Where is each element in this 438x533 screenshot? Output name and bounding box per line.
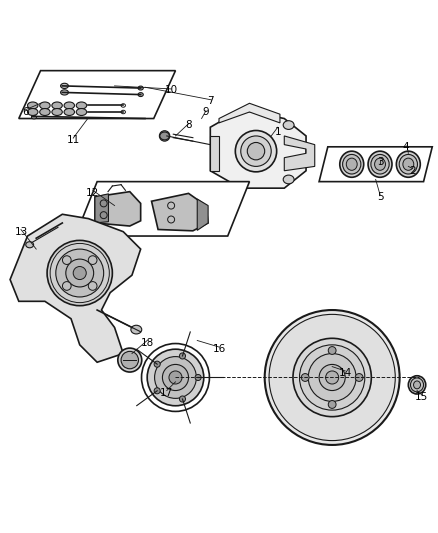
Circle shape bbox=[147, 349, 204, 406]
Ellipse shape bbox=[368, 151, 392, 177]
Circle shape bbox=[154, 361, 160, 367]
Ellipse shape bbox=[403, 158, 414, 171]
Circle shape bbox=[159, 131, 170, 141]
Text: 7: 7 bbox=[207, 96, 214, 106]
Circle shape bbox=[63, 281, 71, 290]
Circle shape bbox=[88, 256, 97, 264]
Ellipse shape bbox=[235, 131, 277, 172]
Text: 9: 9 bbox=[203, 107, 209, 117]
Ellipse shape bbox=[121, 351, 138, 369]
Circle shape bbox=[300, 345, 365, 410]
Circle shape bbox=[63, 256, 71, 264]
Circle shape bbox=[319, 365, 345, 391]
Text: 12: 12 bbox=[86, 188, 99, 198]
Text: 15: 15 bbox=[415, 392, 428, 402]
Text: 11: 11 bbox=[67, 135, 80, 146]
Circle shape bbox=[328, 400, 336, 408]
Ellipse shape bbox=[28, 109, 38, 116]
Ellipse shape bbox=[408, 376, 426, 394]
Ellipse shape bbox=[371, 155, 389, 174]
Text: 17: 17 bbox=[160, 387, 173, 398]
Circle shape bbox=[88, 281, 97, 290]
Ellipse shape bbox=[52, 109, 62, 116]
Circle shape bbox=[73, 266, 86, 279]
Circle shape bbox=[328, 346, 336, 354]
Circle shape bbox=[269, 314, 395, 441]
Ellipse shape bbox=[32, 116, 37, 119]
Ellipse shape bbox=[118, 348, 142, 372]
Text: 14: 14 bbox=[339, 368, 352, 378]
Text: 2: 2 bbox=[410, 166, 416, 176]
Ellipse shape bbox=[399, 155, 417, 174]
Ellipse shape bbox=[346, 158, 357, 171]
Polygon shape bbox=[219, 103, 280, 123]
Polygon shape bbox=[95, 192, 141, 226]
Ellipse shape bbox=[40, 109, 50, 116]
Circle shape bbox=[56, 249, 104, 297]
Polygon shape bbox=[284, 136, 315, 171]
Ellipse shape bbox=[52, 102, 62, 109]
Ellipse shape bbox=[374, 158, 385, 171]
Ellipse shape bbox=[60, 83, 68, 88]
Ellipse shape bbox=[410, 378, 424, 392]
Ellipse shape bbox=[28, 102, 38, 109]
Ellipse shape bbox=[247, 142, 265, 160]
Text: 1: 1 bbox=[275, 126, 281, 136]
Polygon shape bbox=[197, 199, 208, 230]
Ellipse shape bbox=[60, 90, 68, 95]
Circle shape bbox=[180, 396, 186, 402]
Ellipse shape bbox=[64, 109, 74, 116]
Ellipse shape bbox=[138, 86, 143, 90]
Circle shape bbox=[195, 375, 201, 381]
Polygon shape bbox=[95, 194, 109, 223]
Ellipse shape bbox=[241, 136, 271, 166]
Ellipse shape bbox=[76, 109, 87, 116]
Ellipse shape bbox=[76, 102, 87, 109]
Text: 16: 16 bbox=[212, 344, 226, 354]
Text: 4: 4 bbox=[403, 142, 410, 152]
Text: 5: 5 bbox=[377, 192, 383, 202]
Circle shape bbox=[66, 259, 94, 287]
Circle shape bbox=[180, 353, 186, 359]
Circle shape bbox=[325, 371, 339, 384]
Ellipse shape bbox=[131, 325, 142, 334]
Polygon shape bbox=[319, 147, 432, 182]
Text: 13: 13 bbox=[14, 227, 28, 237]
Ellipse shape bbox=[283, 175, 294, 184]
Circle shape bbox=[154, 387, 160, 394]
Ellipse shape bbox=[138, 93, 143, 96]
Ellipse shape bbox=[283, 120, 294, 130]
Text: 8: 8 bbox=[185, 120, 192, 130]
Ellipse shape bbox=[64, 102, 74, 109]
Circle shape bbox=[355, 374, 363, 382]
Ellipse shape bbox=[396, 151, 420, 177]
Circle shape bbox=[47, 240, 113, 305]
Polygon shape bbox=[210, 110, 306, 188]
Ellipse shape bbox=[413, 381, 420, 389]
Circle shape bbox=[169, 371, 182, 384]
Text: 6: 6 bbox=[22, 107, 28, 117]
Polygon shape bbox=[210, 136, 219, 171]
Circle shape bbox=[162, 365, 188, 391]
Ellipse shape bbox=[26, 241, 34, 248]
Text: 3: 3 bbox=[377, 157, 383, 167]
Circle shape bbox=[301, 374, 309, 382]
Ellipse shape bbox=[343, 155, 361, 174]
Text: 10: 10 bbox=[165, 85, 178, 95]
Ellipse shape bbox=[40, 102, 50, 109]
Circle shape bbox=[293, 338, 371, 417]
Polygon shape bbox=[10, 214, 141, 362]
Polygon shape bbox=[19, 71, 176, 118]
Circle shape bbox=[265, 310, 399, 445]
Text: 18: 18 bbox=[141, 338, 154, 348]
Polygon shape bbox=[152, 193, 208, 231]
Circle shape bbox=[155, 357, 196, 398]
Circle shape bbox=[308, 353, 356, 401]
Polygon shape bbox=[75, 182, 250, 236]
Ellipse shape bbox=[340, 151, 364, 177]
